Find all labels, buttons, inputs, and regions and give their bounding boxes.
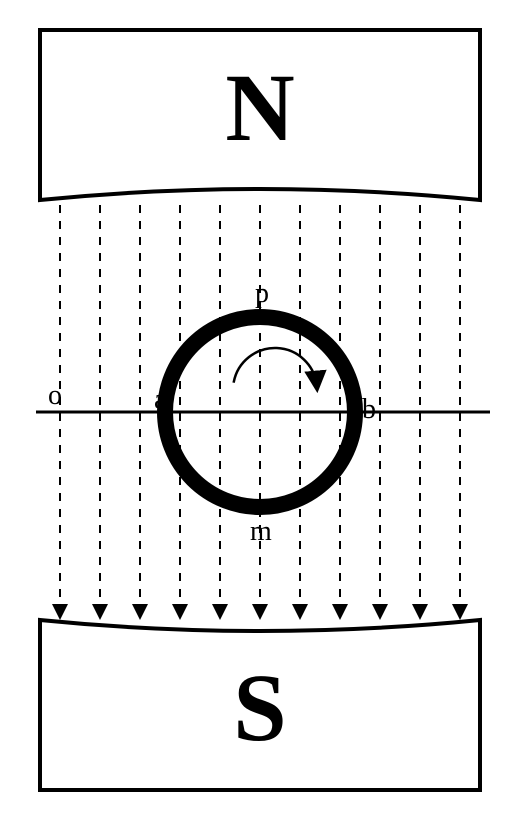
magnet-south-label: S (233, 654, 286, 761)
rotation-arrow (234, 348, 317, 386)
field-lines (60, 205, 460, 612)
point-label-p: p (255, 278, 269, 309)
magnet-north-label: N (225, 54, 294, 161)
point-label-o: o (48, 380, 62, 411)
point-label-a: a (154, 384, 167, 415)
point-label-b: b (362, 394, 376, 425)
point-label-m: m (250, 516, 272, 547)
